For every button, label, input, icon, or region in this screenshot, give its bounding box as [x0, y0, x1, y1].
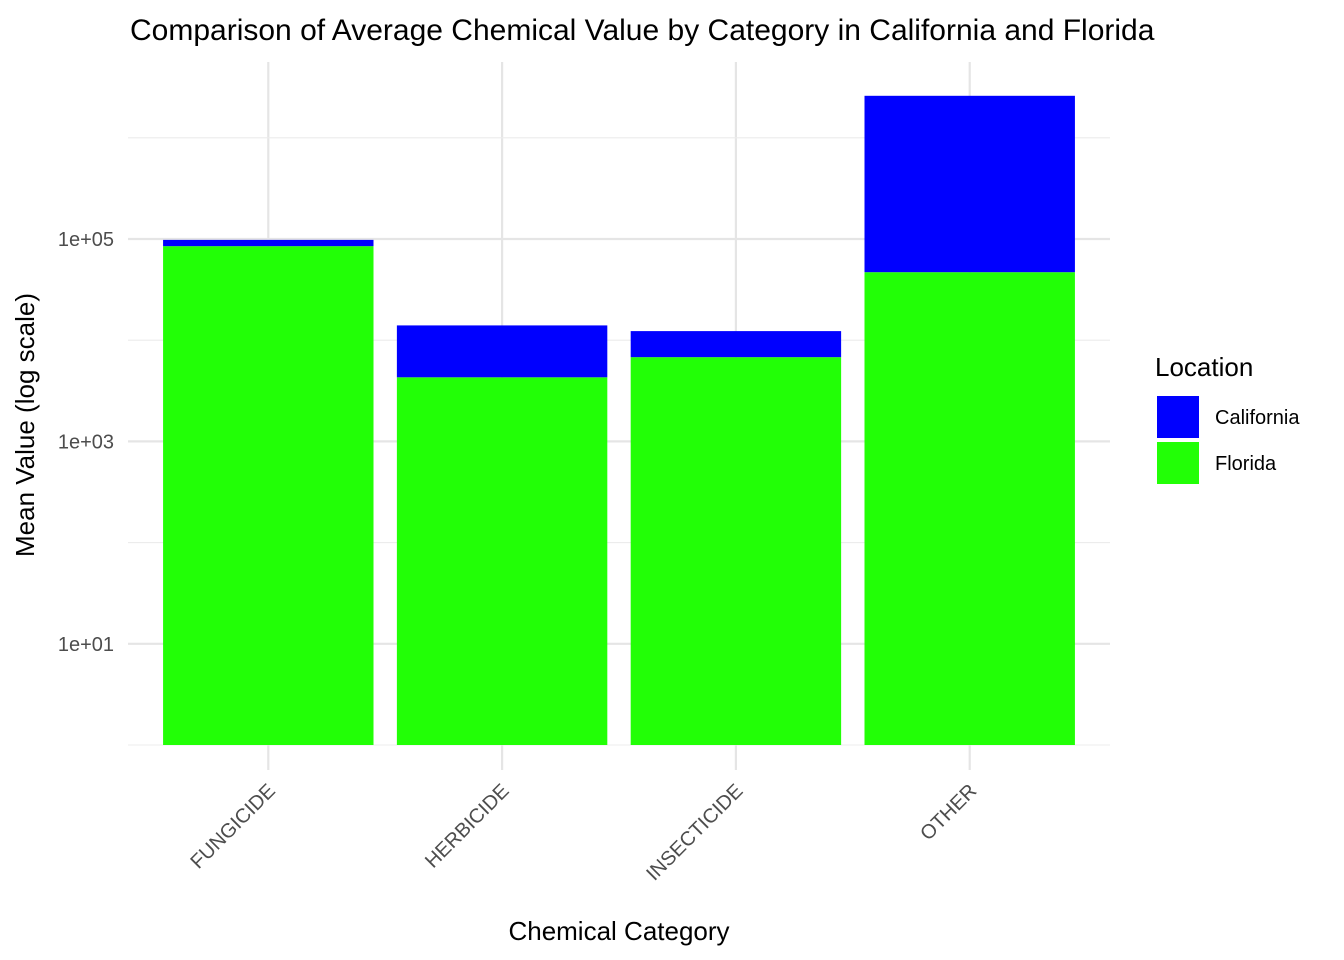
bars — [163, 95, 1075, 745]
y-tick-label: 1e+01 — [58, 634, 114, 656]
legend-key-california — [1157, 396, 1199, 438]
chart-title: Comparison of Average Chemical Value by … — [130, 14, 1155, 47]
bar-florida — [396, 377, 608, 745]
x-axis-ticks: FUNGICIDE HERBICIDE INSECTICIDE OTHER — [186, 780, 981, 885]
x-tick-label: INSECTICIDE — [642, 780, 747, 885]
y-tick-label: 1e+03 — [58, 431, 114, 453]
x-tick-label: FUNGICIDE — [186, 780, 279, 873]
legend: Location California Florida — [1155, 352, 1300, 484]
bar-california — [163, 239, 374, 247]
x-tick-label: OTHER — [916, 780, 981, 845]
legend-label-california: California — [1215, 407, 1300, 429]
bar-florida — [630, 357, 842, 745]
legend-key-florida — [1157, 442, 1199, 484]
x-tick-label: HERBICIDE — [421, 780, 514, 873]
bar-florida — [864, 272, 1075, 745]
bar-california — [396, 325, 608, 378]
bar-california — [864, 95, 1075, 273]
y-tick-label: 1e+05 — [58, 229, 114, 251]
legend-title: Location — [1155, 352, 1253, 382]
legend-entries: California Florida — [1157, 396, 1300, 484]
y-axis-ticks: 1e+01 1e+03 1e+05 — [58, 229, 114, 656]
y-axis-title: Mean Value (log scale) — [10, 293, 40, 557]
bar-florida — [163, 246, 374, 745]
x-axis-title: Chemical Category — [508, 916, 729, 946]
legend-label-florida: Florida — [1215, 453, 1277, 475]
bar-california — [630, 331, 842, 358]
